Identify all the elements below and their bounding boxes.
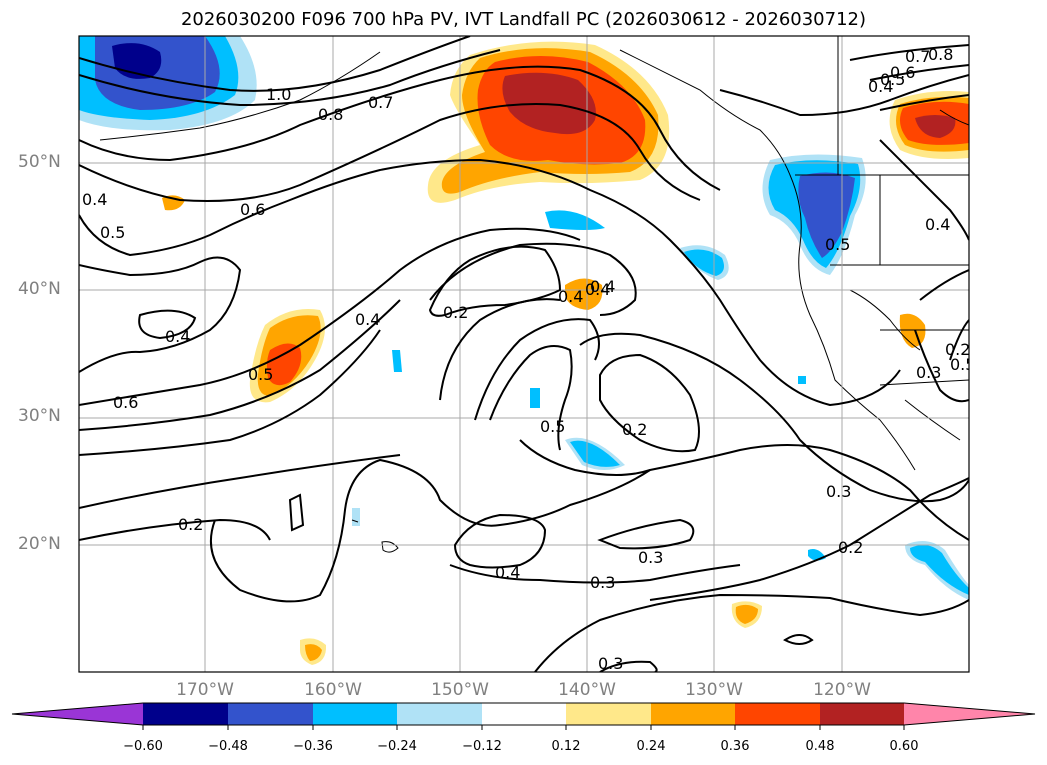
- lat-label-20n: 20°N: [18, 534, 61, 554]
- colorbar-tick-label: −0.60: [123, 739, 163, 754]
- contour-label: 0.4: [868, 77, 893, 96]
- contour-label: 0.2: [838, 538, 863, 557]
- contour-label: 0.6: [890, 63, 915, 82]
- lon-label-160w: 160°W: [304, 680, 362, 700]
- lon-label-140w: 140°W: [558, 680, 616, 700]
- colorbar-bin: [143, 703, 228, 725]
- colorbar-bin: [566, 703, 651, 725]
- contour-label: 0.4: [585, 280, 610, 299]
- contour-label: 0.8: [318, 105, 343, 124]
- contour-label: 0.3: [598, 654, 623, 673]
- contour-label: 0.5: [825, 235, 850, 254]
- colorbar-extend-min: [12, 703, 143, 725]
- lon-label-120w: 120°W: [813, 680, 871, 700]
- lon-label-150w: 150°W: [431, 680, 489, 700]
- coastlines-layer: [99, 36, 969, 553]
- shading-layer: [79, 36, 969, 665]
- colorbar-bin: [313, 703, 397, 725]
- contour-label: 0.4: [495, 563, 520, 582]
- contour-label: 0.2: [622, 420, 647, 439]
- contour-label: 0.3: [826, 482, 851, 501]
- colorbar-tick-label: 0.36: [720, 739, 750, 754]
- colorbar-bin: [397, 703, 482, 725]
- contour-label: 0.6: [240, 200, 265, 219]
- colorbar-tick-label: −0.48: [208, 739, 248, 754]
- lon-label-170w: 170°W: [176, 680, 234, 700]
- contour-label: 0.5: [100, 223, 125, 242]
- contour-label: 0.4: [925, 215, 950, 234]
- colorbar-tick-label: 0.48: [805, 739, 835, 754]
- contour-label: 0.2: [443, 303, 468, 322]
- contour-label: 0.6: [113, 393, 138, 412]
- contour-label: 0.4: [590, 277, 615, 296]
- contour-label: 0.4: [558, 287, 583, 306]
- colorbar-tick-label: 0.12: [551, 739, 581, 754]
- colorbar-bin: [651, 703, 735, 725]
- colorbar-tick-label: −0.12: [462, 739, 502, 754]
- contour-label: 0.4: [82, 190, 107, 209]
- contour-label: 0.4: [165, 327, 190, 346]
- map-plot-area: 1.0 0.8 0.7 0.6 0.5 0.4 0.4 0.4 0.4 0.5 …: [79, 36, 975, 673]
- contour-label: 0.5: [880, 70, 905, 89]
- contour-label: 0.3: [916, 363, 941, 382]
- map-frame: [78, 35, 970, 673]
- colorbar-bin: [820, 703, 904, 725]
- colorbar-bin: [735, 703, 820, 725]
- contour-label: 0.7: [368, 93, 393, 112]
- pv-contours: [79, 36, 969, 672]
- colorbar-bin: [482, 703, 566, 725]
- contour-label: 0.8: [928, 45, 953, 64]
- contour-label: 0.3: [590, 573, 615, 592]
- colorbar-tick-label: 0.60: [889, 739, 919, 754]
- colorbar-tick-label: 0.24: [636, 739, 666, 754]
- lat-label-30n: 30°N: [18, 406, 61, 426]
- contour-label: 0.7: [905, 47, 930, 66]
- colorbar: [11, 702, 1036, 730]
- colorbar-tick-label: −0.24: [377, 739, 417, 754]
- contour-label: 0.4: [355, 310, 380, 329]
- contour-labels: 1.0 0.8 0.7 0.6 0.5 0.4 0.4 0.4 0.4 0.5 …: [82, 45, 975, 673]
- contour-label: 0.2: [945, 340, 970, 359]
- contour-label: 0.5: [540, 417, 565, 436]
- colorbar-extend-max: [904, 703, 1035, 725]
- contour-label: 0.5: [950, 355, 975, 374]
- figure-title: 2026030200 F096 700 hPa PV, IVT Landfall…: [180, 9, 867, 30]
- contour-label: 0.3: [638, 548, 663, 567]
- contour-label: 1.0: [266, 85, 291, 104]
- lon-label-130w: 130°W: [685, 680, 743, 700]
- colorbar-tick-label: −0.36: [293, 739, 333, 754]
- contour-label: 0.2: [178, 515, 203, 534]
- lat-label-40n: 40°N: [18, 279, 61, 299]
- contour-label: 0.5: [248, 365, 273, 384]
- colorbar-bin: [228, 703, 313, 725]
- lat-label-50n: 50°N: [18, 152, 61, 172]
